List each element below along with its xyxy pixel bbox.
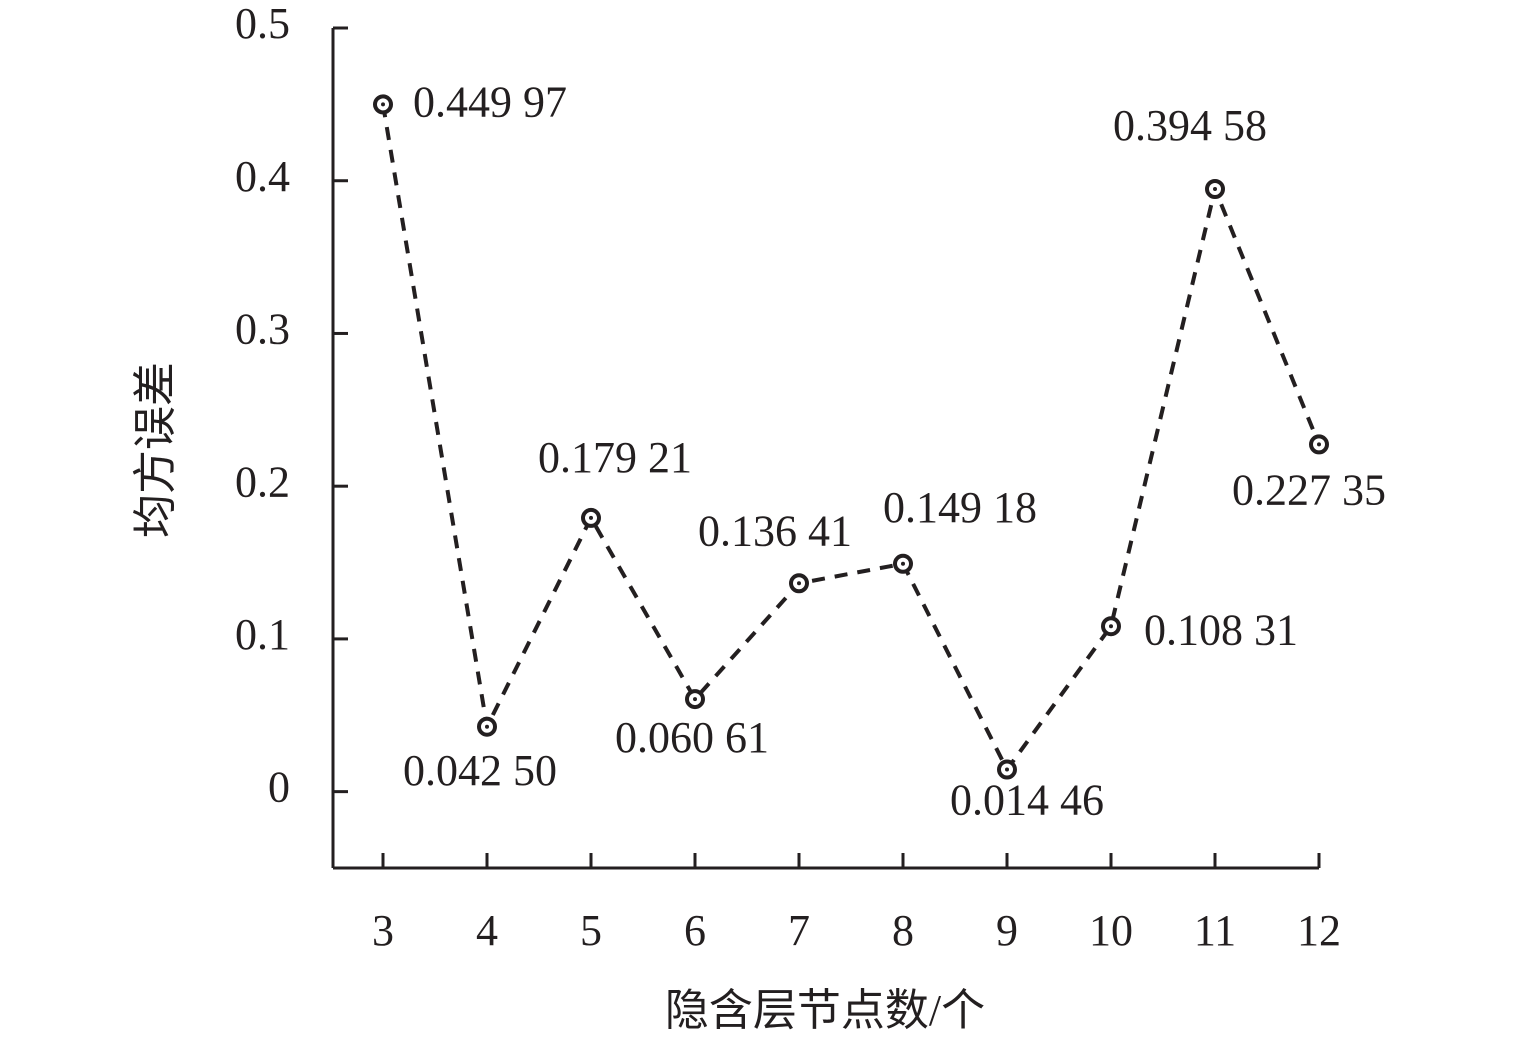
x-tick-label: 6	[684, 906, 706, 955]
x-tick-label: 12	[1297, 906, 1341, 955]
x-tick-label: 8	[892, 906, 914, 955]
marker-dot	[693, 697, 697, 702]
value-label: 0.449 97	[413, 78, 567, 127]
marker-dot	[381, 102, 385, 107]
value-label: 0.060 61	[615, 713, 769, 762]
value-label: 0.042 50	[403, 746, 557, 795]
y-tick-label: 0.5	[235, 0, 290, 48]
x-tick-label: 4	[476, 906, 498, 955]
marker-dot	[797, 581, 801, 586]
y-tick-label: 0.1	[235, 610, 290, 659]
value-label: 0.136 41	[698, 506, 852, 555]
value-label: 0.149 18	[883, 483, 1037, 532]
marker-dot	[1109, 624, 1113, 629]
value-label: 0.014 46	[950, 776, 1104, 825]
marker-dot	[901, 561, 905, 566]
y-axis-label: 均方误差	[131, 362, 180, 538]
y-tick-label: 0.2	[235, 457, 290, 506]
y-tick-label: 0	[268, 763, 290, 812]
line	[381, 104, 1321, 774]
x-tick-label: 9	[996, 906, 1018, 955]
x-tick-label: 11	[1194, 906, 1236, 955]
value-label: 0.179 21	[538, 433, 692, 482]
x-tick-label: 10	[1089, 906, 1133, 955]
marker-dot	[1317, 442, 1321, 447]
x-tick-label: 5	[580, 906, 602, 955]
marker-dot	[1213, 187, 1217, 192]
marker-dot	[485, 724, 489, 729]
x-tick-label: 3	[372, 906, 394, 955]
x-tick-label: 7	[788, 906, 810, 955]
x-axis-label: 隐含层节点数/个	[665, 986, 985, 1035]
marker-dot	[1005, 767, 1009, 772]
marker-dot	[589, 515, 593, 520]
y-tick-label: 0.4	[235, 152, 290, 201]
y-tick-label: 0.3	[235, 305, 290, 354]
value-label: 0.108 31	[1144, 605, 1298, 654]
value-label: 0.227 35	[1232, 466, 1386, 515]
value-label: 0.394 58	[1113, 101, 1267, 150]
